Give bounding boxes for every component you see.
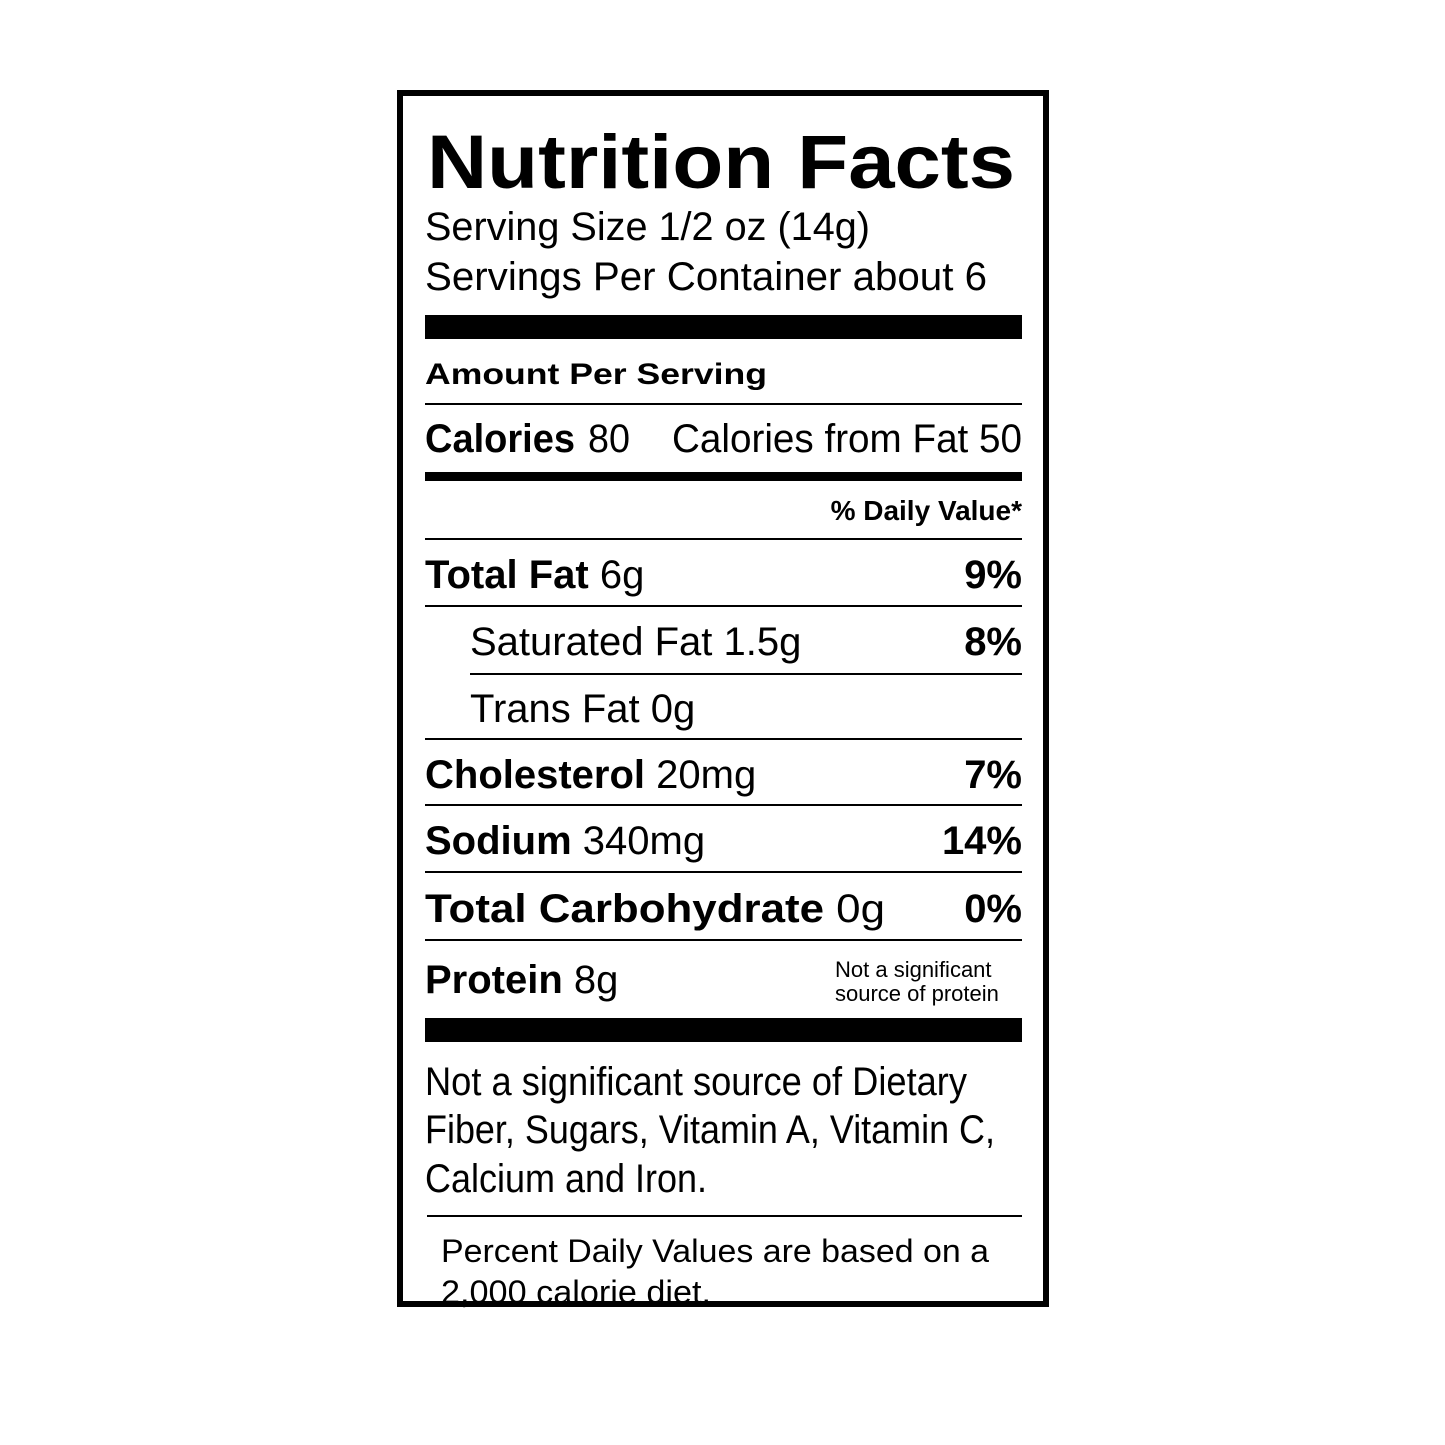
daily-value-header: % Daily Value* (831, 495, 1023, 526)
nutrient-name: Saturated Fat (470, 620, 712, 664)
divider (425, 804, 1022, 806)
nutrient-dv: 14% (942, 819, 1022, 863)
nutrient-amount: 0g (651, 687, 696, 731)
nutrient-dv: 7% (964, 753, 1022, 797)
thick-bar (425, 1018, 1022, 1042)
footnote: Percent Daily Values are based on a (441, 1233, 989, 1269)
nutrient-amount: 0g (836, 887, 885, 931)
calories-value: 80 (588, 417, 630, 461)
nutrient-dv: 0% (964, 887, 1022, 931)
nutrient-amount: 20mg (656, 753, 756, 797)
nutrient-amount: 340mg (583, 819, 705, 863)
nutrient-dv: 9% (964, 553, 1022, 597)
protein-note: Not a significant (835, 957, 992, 982)
footnote: 2,000 calorie diet. (441, 1274, 711, 1310)
nutrient-name: Protein (425, 958, 563, 1002)
nutrient-amount: 8g (574, 958, 619, 1002)
nutrient: Protein 8g (425, 958, 618, 1002)
divider (425, 403, 1022, 405)
divider (425, 939, 1022, 941)
divider (425, 738, 1022, 740)
nutrient-name: Sodium (425, 819, 572, 863)
protein-note: source of protein (835, 981, 999, 1006)
divider (470, 673, 1022, 675)
nutrient: Cholesterol 20mg (425, 753, 756, 797)
not-significant: Calcium and Iron. (425, 1157, 707, 1201)
divider (425, 538, 1022, 540)
calories-label: Calories (425, 417, 575, 461)
nutrient-amount: 6g (600, 553, 645, 597)
calories-from-fat: Calories from Fat 50 (672, 417, 1022, 461)
nutrient: Total Carbohydrate 0g (425, 887, 885, 931)
nutrient-name: Trans Fat (470, 687, 640, 731)
divider (427, 1215, 1022, 1217)
medium-bar (425, 472, 1022, 481)
nutrient: Trans Fat 0g (470, 687, 695, 731)
thick-bar (425, 315, 1022, 339)
serving-size: Serving Size 1/2 oz (14g) (425, 205, 870, 249)
amount-per-serving: Amount Per Serving (425, 358, 767, 391)
nutrient-name: Total Fat (425, 553, 589, 597)
not-significant: Fiber, Sugars, Vitamin A, Vitamin C, (425, 1108, 995, 1152)
servings-per-container: Servings Per Container about 6 (425, 255, 987, 299)
not-significant: Not a significant source of Dietary (425, 1060, 967, 1104)
label-border (397, 90, 1049, 1307)
calories: Calories 80 (425, 417, 630, 461)
nutrient: Saturated Fat 1.5g (470, 620, 801, 664)
nutrient-name: Cholesterol (425, 753, 645, 797)
nutrient-name: Total Carbohydrate (425, 887, 824, 931)
nutrient: Total Fat 6g (425, 553, 644, 597)
title: Nutrition Facts (427, 120, 1015, 205)
nutrient: Sodium 340mg (425, 819, 705, 863)
nutrient-dv: 8% (964, 620, 1022, 664)
nutrient-amount: 1.5g (724, 620, 802, 664)
divider (425, 871, 1022, 873)
divider (425, 605, 1022, 607)
